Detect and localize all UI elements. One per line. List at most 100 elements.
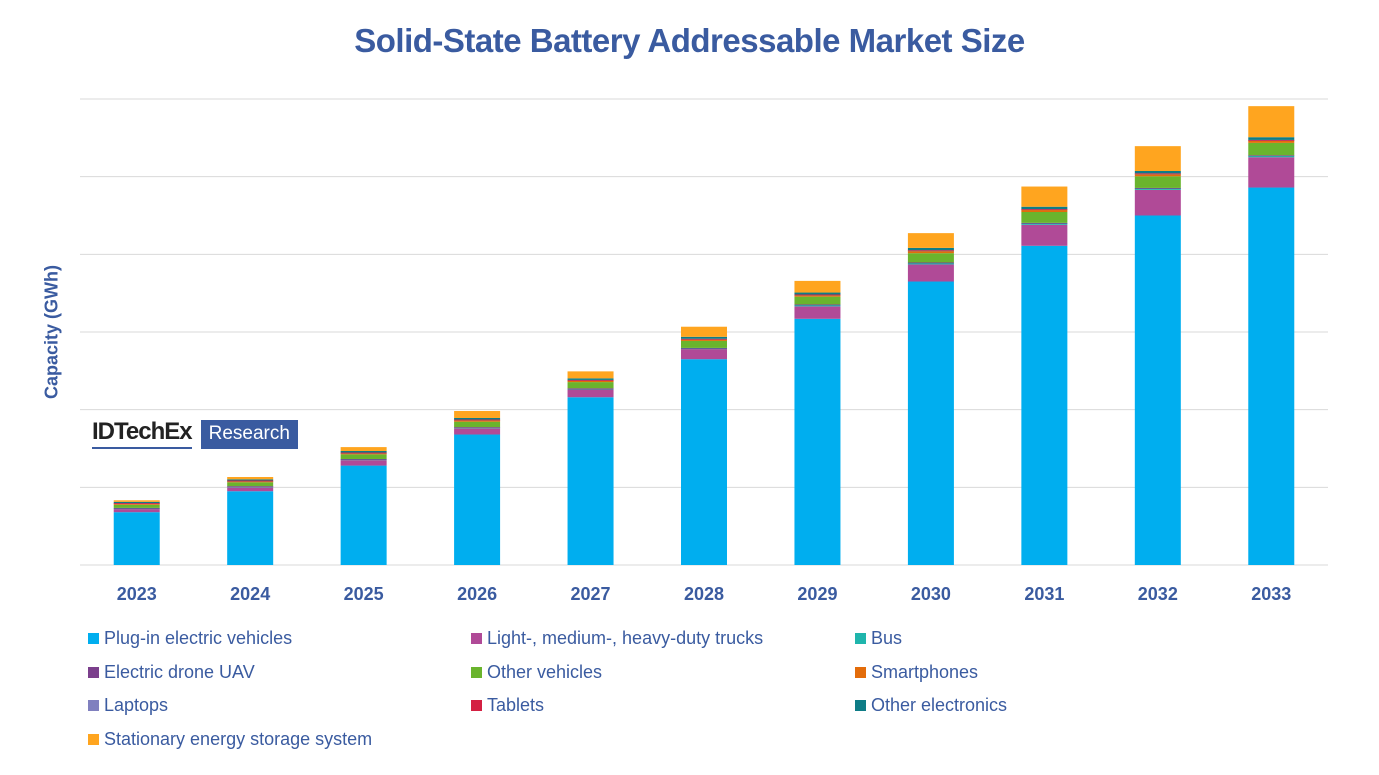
bar-segment-2027-stationary-energy-storage-system xyxy=(567,371,614,379)
bar-segment-2030-plug-in-electric-vehicles xyxy=(907,281,954,565)
bar-segment-2025-light-medium-heavy-duty-trucks xyxy=(340,460,387,466)
x-tick-label: 2025 xyxy=(344,584,384,604)
bar-segment-2023-light-medium-heavy-duty-trucks xyxy=(113,509,160,513)
legend-swatch xyxy=(471,666,482,678)
bars xyxy=(113,106,1295,566)
bar-segment-2027-other-electronics xyxy=(567,378,614,380)
bar-segment-2030-other-vehicles xyxy=(907,253,954,263)
x-tick-label: 2029 xyxy=(797,584,837,604)
bar-segment-2032-tablets xyxy=(1134,173,1181,175)
bar-segment-2026-tablets xyxy=(454,419,501,421)
bar-segment-2032-electric-drone-uav xyxy=(1134,187,1181,189)
x-axis-ticks: 2023 2024 2025 2026 2027 2028 2029 2030 2031 2032… xyxy=(117,584,1292,604)
bar-segment-2032-light-medium-heavy-duty-trucks xyxy=(1134,189,1181,216)
x-tick-label: 2024 xyxy=(230,584,270,604)
bar-segment-2028-electric-drone-uav xyxy=(681,347,727,349)
bar-segment-2030-tablets xyxy=(907,250,954,252)
bar-segment-2023-stationary-energy-storage-system xyxy=(113,500,160,502)
x-tick-label: 2028 xyxy=(684,584,724,604)
logo-brand: IDTechEx xyxy=(92,419,193,449)
legend-label: Light-, medium-, heavy-duty trucks xyxy=(487,628,764,648)
legend-swatch xyxy=(855,700,866,711)
bar-segment-2033-bus xyxy=(1248,155,1295,158)
legend-swatch xyxy=(88,633,99,644)
legend-label: Bus xyxy=(871,628,903,648)
bar-segment-2024-other-vehicles xyxy=(227,482,274,487)
bar-segment-2028-other-vehicles xyxy=(681,340,727,348)
bar-segment-2033-smartphones xyxy=(1248,140,1295,143)
bar-segment-2033-other-vehicles xyxy=(1248,142,1295,156)
legend-label: Other electronics xyxy=(871,695,1008,715)
bar-segment-2031-other-electronics xyxy=(1021,206,1068,210)
bar-segment-2027-other-vehicles xyxy=(567,382,614,389)
bar-segment-2027-smartphones xyxy=(567,380,614,383)
bar-segment-2023-other-electronics xyxy=(113,501,160,504)
bar-segment-2026-smartphones xyxy=(454,420,501,422)
x-tick-label: 2023 xyxy=(117,584,157,604)
bar-segment-2029-bus xyxy=(794,304,841,307)
legend-label: Plug-in electric vehicles xyxy=(104,628,293,648)
bar-segment-2030-light-medium-heavy-duty-trucks xyxy=(907,264,954,282)
bar-segment-2030-smartphones xyxy=(907,250,954,254)
bar-segment-2033-other-electronics xyxy=(1248,137,1295,140)
bar-segment-2024-other-electronics xyxy=(227,479,274,481)
bar-segment-2024-light-medium-heavy-duty-trucks xyxy=(227,487,274,492)
bar-segment-2029-stationary-energy-storage-system xyxy=(794,280,841,293)
bar-segment-2027-light-medium-heavy-duty-trucks xyxy=(567,389,614,398)
x-tick-label: 2033 xyxy=(1251,584,1291,604)
bar-segment-2029-electric-drone-uav xyxy=(794,304,841,306)
bar-segment-2030-bus xyxy=(907,262,954,265)
bar-segment-2033-electric-drone-uav xyxy=(1248,155,1295,157)
bar-segment-2032-plug-in-electric-vehicles xyxy=(1134,215,1181,565)
legend-label: Electric drone UAV xyxy=(104,661,255,682)
bar-segment-2023-tablets xyxy=(113,503,160,504)
legend-item: Bus xyxy=(855,628,902,649)
bar-segment-2028-light-medium-heavy-duty-trucks xyxy=(681,349,727,360)
legend-swatch xyxy=(88,733,99,745)
legend-item: Light-, medium-, heavy-duty trucks xyxy=(471,628,763,649)
idtechex-logo: IDTechEx Research xyxy=(92,419,298,449)
x-tick-label: 2032 xyxy=(1138,584,1178,604)
bar-segment-2032-stationary-energy-storage-system xyxy=(1134,146,1181,171)
bar-segment-2031-electric-drone-uav xyxy=(1021,222,1068,224)
bar-segment-2027-tablets xyxy=(567,379,614,381)
logo-tag: Research xyxy=(200,419,298,449)
bar-segment-2029-smartphones xyxy=(794,295,841,297)
legend-swatch xyxy=(88,700,99,711)
legend-label: Laptops xyxy=(104,695,169,715)
bar-segment-2029-other-electronics xyxy=(794,292,841,295)
bar-segment-2031-light-medium-heavy-duty-trucks xyxy=(1021,224,1068,246)
bar-segment-2024-plug-in-electric-vehicles xyxy=(227,491,274,565)
bar-segment-2032-other-vehicles xyxy=(1134,176,1181,188)
bar-segment-2026-light-medium-heavy-duty-trucks xyxy=(454,428,501,435)
legend-swatch xyxy=(471,700,482,711)
chart-plot-area: 2023 2024 2025 2026 2027 2028 2029 2030 2031 2032… xyxy=(80,98,1328,604)
x-tick-label: 2026 xyxy=(457,584,497,604)
bar-segment-2025-tablets xyxy=(340,452,387,454)
bar-segment-2030-other-electronics xyxy=(907,247,954,251)
legend-item: Other vehicles xyxy=(471,662,602,683)
x-tick-label: 2027 xyxy=(571,584,611,604)
bar-segment-2025-smartphones xyxy=(340,453,387,455)
bar-segment-2024-tablets xyxy=(227,480,274,482)
bar-segment-2025-stationary-energy-storage-system xyxy=(340,447,387,451)
bar-segment-2026-electric-drone-uav xyxy=(454,427,501,428)
chart-title: Solid-State Battery Addressable Market S… xyxy=(354,22,1025,59)
bar-segment-2030-stationary-energy-storage-system xyxy=(907,233,954,248)
bar-segment-2024-stationary-energy-storage-system xyxy=(227,477,274,480)
bar-segment-2029-other-vehicles xyxy=(794,296,841,305)
legend-item: Laptops xyxy=(88,695,168,716)
legend-item: Smartphones xyxy=(855,662,978,683)
legend-swatch xyxy=(471,633,482,644)
bar-segment-2033-stationary-energy-storage-system xyxy=(1248,106,1295,138)
bar-segment-2026-other-electronics xyxy=(454,417,501,420)
x-tick-label: 2030 xyxy=(911,584,951,604)
legend-item: Tablets xyxy=(471,695,544,716)
bar-segment-2026-other-vehicles xyxy=(454,421,501,428)
bar-segment-2025-other-vehicles xyxy=(340,454,387,459)
bar-segment-2028-plug-in-electric-vehicles xyxy=(681,359,727,565)
bar-segment-2031-tablets xyxy=(1021,209,1068,210)
legend-label: Tablets xyxy=(487,695,545,715)
bar-segment-2031-other-vehicles xyxy=(1021,212,1068,223)
bar-segment-2031-smartphones xyxy=(1021,209,1068,213)
